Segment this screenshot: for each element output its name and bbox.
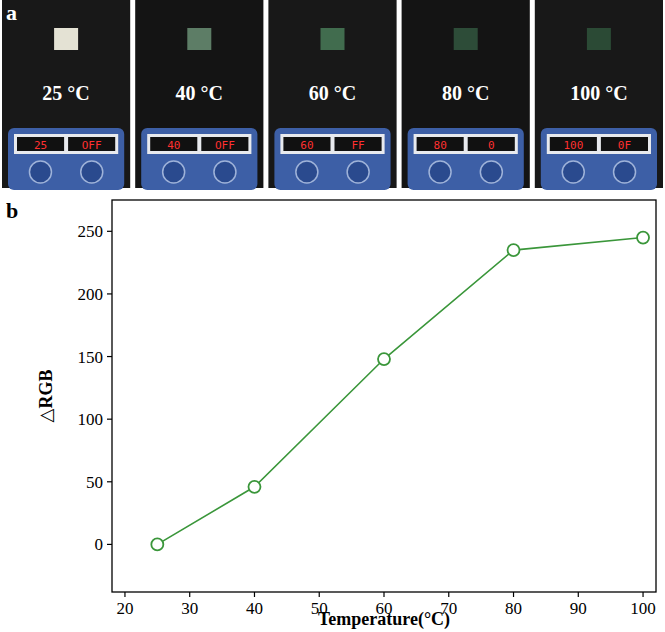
- y-tick: [107, 293, 112, 294]
- y-tick: [107, 419, 112, 420]
- display-reading: 25: [34, 139, 47, 152]
- knob: [429, 161, 451, 183]
- y-tick-label: 250: [78, 222, 104, 241]
- display-status: 0F: [618, 139, 631, 152]
- display: [417, 137, 464, 151]
- x-tick-label: 30: [181, 599, 198, 618]
- display: [17, 137, 64, 151]
- x-tick: [254, 592, 255, 597]
- y-tick-label: 50: [86, 473, 103, 492]
- y-tick-label: 100: [78, 410, 104, 429]
- sample-film: [321, 28, 345, 50]
- y-tick-label: 150: [78, 348, 104, 367]
- y-tick: [107, 481, 112, 482]
- display-status: 0: [488, 139, 495, 152]
- hot-plate: [8, 128, 124, 190]
- data-point: [637, 232, 649, 244]
- temperature-label: 60 °C: [309, 82, 356, 104]
- knob: [81, 161, 103, 183]
- knob: [214, 161, 236, 183]
- data-point: [378, 353, 390, 365]
- x-tick: [189, 592, 190, 597]
- photo-frame: 100 °C 100 0F: [535, 0, 663, 190]
- data-point: [248, 481, 260, 493]
- plot-frame: [112, 200, 656, 592]
- x-tick: [319, 592, 320, 597]
- chart-panel: b2030405060708090100050100150200250Tempe…: [6, 198, 656, 630]
- y-tick: [107, 231, 112, 232]
- x-tick: [642, 592, 643, 597]
- x-tick: [383, 592, 384, 597]
- x-tick: [448, 592, 449, 597]
- display: [283, 137, 330, 151]
- y-axis-title: △RGB: [36, 370, 56, 423]
- temperature-label: 25 °C: [42, 82, 89, 104]
- x-tick-label: 100: [630, 599, 656, 618]
- display-reading: 60: [300, 139, 313, 152]
- data-point: [508, 244, 520, 256]
- x-tick-label: 90: [570, 599, 587, 618]
- y-tick: [107, 544, 112, 545]
- hot-plate-panel: [14, 134, 118, 154]
- hot-plate-panel: [547, 134, 651, 154]
- knob: [163, 161, 185, 183]
- display: [201, 137, 248, 151]
- data-group: [151, 232, 649, 551]
- display: [150, 137, 197, 151]
- sample-film: [187, 28, 211, 50]
- display-reading: 40: [167, 139, 180, 152]
- temperature-label: 100 °C: [570, 82, 627, 104]
- display-reading: 80: [434, 139, 447, 152]
- display-status: OFF: [82, 139, 102, 152]
- photo-frame: 25 °C 25 OFF: [2, 0, 130, 190]
- y-tick: [107, 356, 112, 357]
- photo-frame: 40 °C 40 OFF: [135, 0, 263, 190]
- y-tick-label: 200: [78, 285, 104, 304]
- photo-frame: 80 °C 80 0: [402, 0, 530, 190]
- knob: [29, 161, 51, 183]
- knob: [296, 161, 318, 183]
- knob: [480, 161, 502, 183]
- sample-film: [587, 28, 611, 50]
- hot-plate: [541, 128, 657, 190]
- x-tick: [513, 592, 514, 597]
- x-tick: [578, 592, 579, 597]
- display: [550, 137, 597, 151]
- display: [468, 137, 515, 151]
- x-tick-label: 80: [505, 599, 522, 618]
- knob: [562, 161, 584, 183]
- hot-plate: [408, 128, 524, 190]
- display: [335, 137, 382, 151]
- figure: 25 °C 25 OFF 40 °C 40 OFF 60 °C 60 FF 80 °C 80 0 100…: [0, 0, 665, 632]
- y-tick-label: 0: [95, 535, 104, 554]
- data-line: [157, 238, 643, 545]
- temperature-label: 40 °C: [176, 82, 223, 104]
- hot-plate-panel: [414, 134, 518, 154]
- temperature-label: 80 °C: [442, 82, 489, 104]
- x-tick-label: 40: [246, 599, 263, 618]
- x-tick: [124, 592, 125, 597]
- hot-plate-panel: [280, 134, 384, 154]
- knob: [614, 161, 636, 183]
- photo-frame: 60 °C 60 FF: [268, 0, 396, 190]
- sample-film: [454, 28, 478, 50]
- display: [68, 137, 115, 151]
- display-status: FF: [351, 139, 364, 152]
- x-axis-title: Temperature(°C): [318, 609, 450, 630]
- data-point: [151, 538, 163, 550]
- panel-label: a: [6, 0, 17, 25]
- display-status: OFF: [215, 139, 235, 152]
- display-reading: 100: [563, 139, 583, 152]
- sample-film: [54, 28, 78, 50]
- hot-plate: [141, 128, 257, 190]
- display: [601, 137, 648, 151]
- photo-panel: 25 °C 25 OFF 40 °C 40 OFF 60 °C 60 FF 80 °C 80 0 100…: [2, 0, 663, 190]
- x-tick-label: 20: [116, 599, 133, 618]
- hot-plate: [274, 128, 390, 190]
- hot-plate-panel: [147, 134, 251, 154]
- knob: [347, 161, 369, 183]
- panel-label: b: [6, 198, 18, 223]
